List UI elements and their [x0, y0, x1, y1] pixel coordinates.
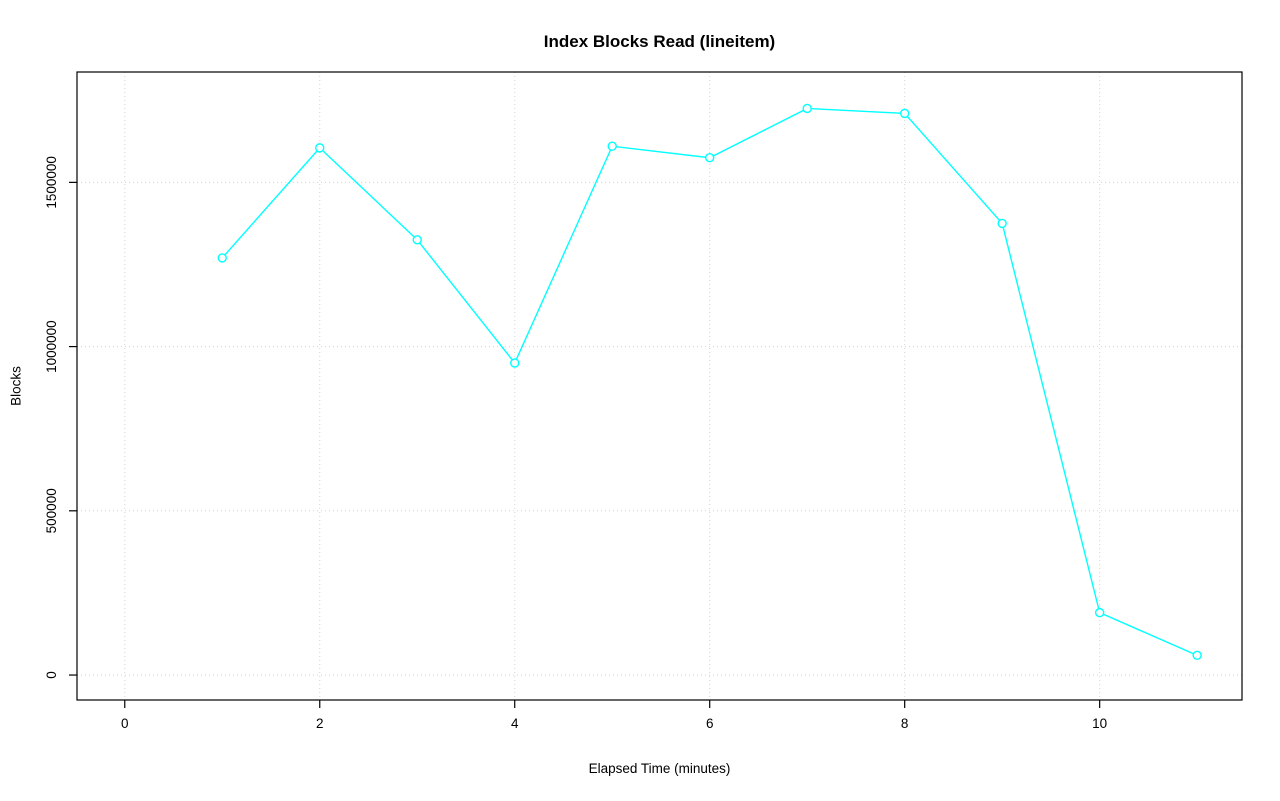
x-tick-label: 4 [511, 716, 519, 731]
y-tick-label: 500000 [44, 488, 59, 533]
data-point [802, 103, 812, 114]
plot-border [76, 71, 1243, 701]
data-line [221, 107, 1198, 656]
y-tick-label: 1500000 [44, 156, 59, 209]
data-point [412, 235, 422, 245]
data-point [899, 108, 910, 119]
x-axis-label: Elapsed Time (minutes) [588, 761, 731, 776]
chart-title: Index Blocks Read (lineitem) [543, 32, 776, 51]
data-point [607, 141, 617, 151]
data-point [510, 358, 520, 368]
y-tick-label: 1000000 [44, 320, 59, 373]
y-tick-label: 0 [44, 671, 59, 679]
x-tick-label: 2 [316, 716, 324, 731]
data-point [1094, 607, 1105, 618]
data-point [217, 253, 227, 263]
x-tick-label: 0 [121, 716, 129, 731]
x-tick-label: 10 [1092, 716, 1107, 731]
data-point [705, 153, 715, 163]
data-point [997, 218, 1007, 229]
x-tick-label: 6 [706, 716, 714, 731]
y-axis-label: Blocks [8, 366, 24, 406]
data-point [315, 143, 325, 153]
data-point [1192, 650, 1202, 661]
x-tick-label: 8 [901, 716, 909, 731]
